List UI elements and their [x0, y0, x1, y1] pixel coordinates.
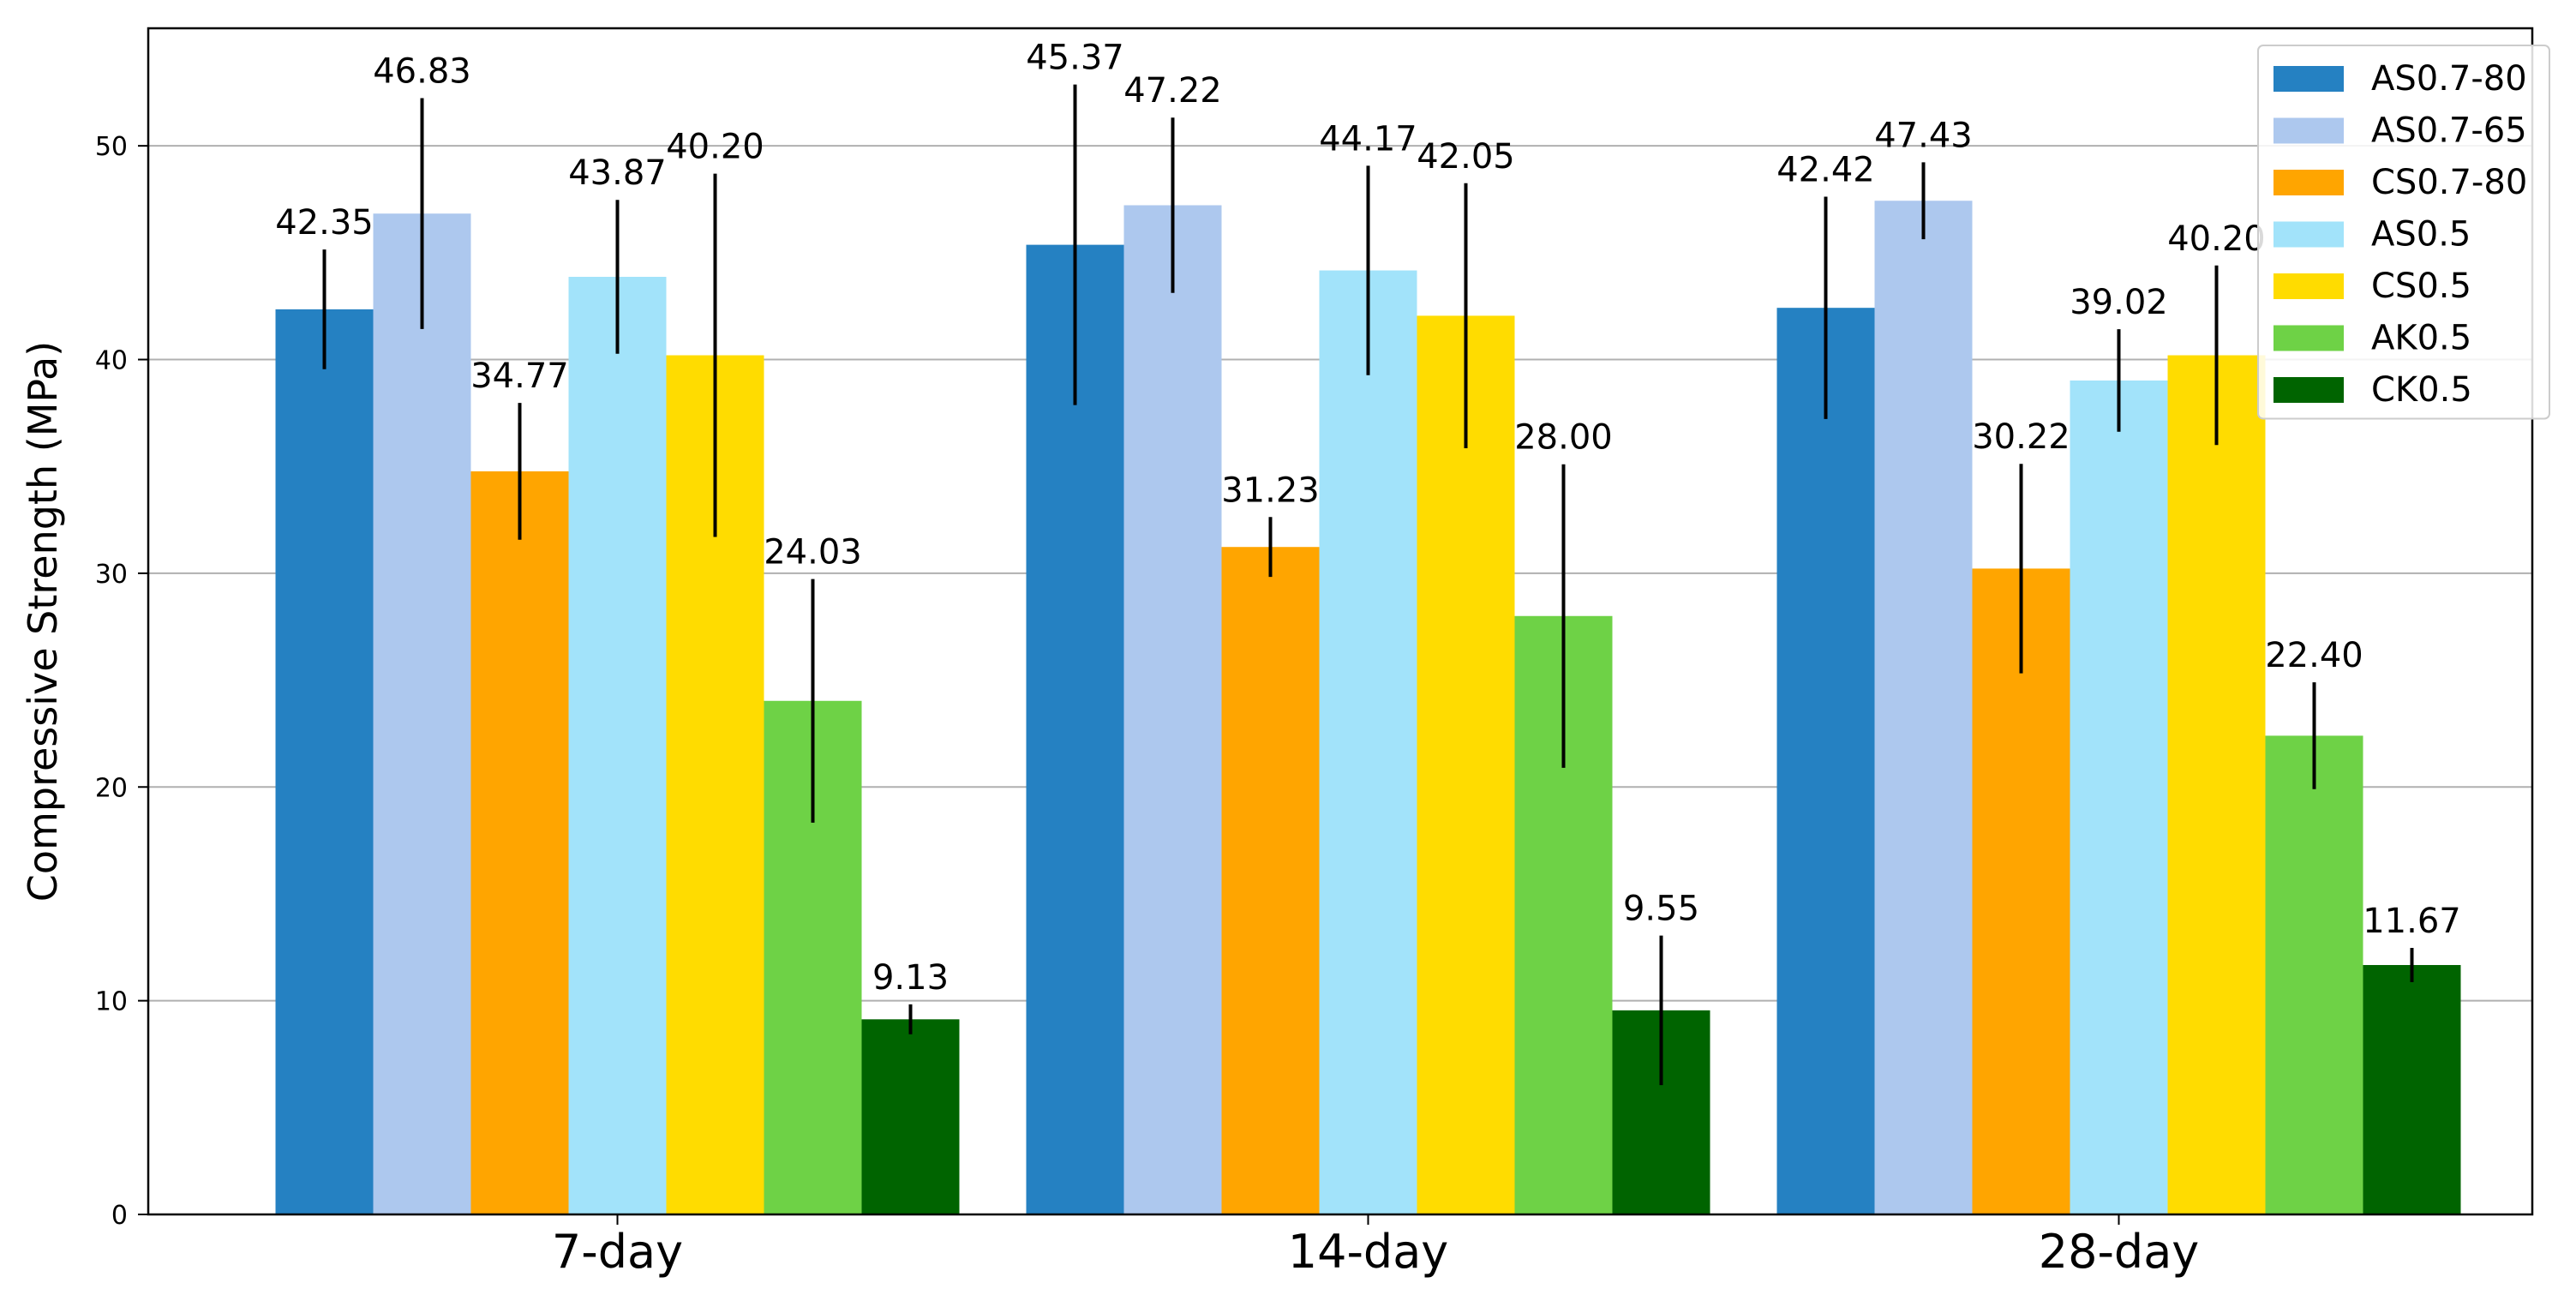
x-tick-label: 7-day	[552, 1225, 683, 1279]
bar-as0-7-65	[373, 213, 471, 1214]
data-label: 45.37	[1026, 39, 1124, 78]
data-label: 30.22	[1972, 417, 2070, 457]
bar-cs0-5	[2167, 355, 2266, 1214]
legend-swatch	[2273, 66, 2344, 92]
bar-as0-5	[568, 277, 667, 1214]
bar-as0-7-80	[1776, 308, 1875, 1214]
data-label: 43.87	[568, 153, 667, 193]
data-label: 47.43	[1874, 116, 1973, 155]
error-bars	[322, 84, 2414, 1086]
bar-as0-5	[1319, 270, 1417, 1214]
legend-entry: CS0.7-80	[2371, 163, 2527, 202]
legend-entry: AS0.7-80	[2371, 59, 2527, 99]
bar-cs0-7-80	[470, 471, 569, 1214]
legend-entry: CK0.5	[2371, 370, 2472, 410]
y-tick-label: 20	[95, 773, 128, 803]
legend-swatch	[2273, 221, 2344, 248]
bar-ak0-5	[2265, 735, 2363, 1214]
data-label: 24.03	[764, 533, 862, 573]
data-label: 34.77	[470, 357, 569, 396]
bar-cs0-5	[1417, 315, 1515, 1214]
data-label: 28.00	[1514, 418, 1613, 458]
plot-frame	[147, 27, 2534, 1216]
bar-as0-7-65	[1123, 205, 1222, 1215]
bar-as0-7-80	[275, 309, 374, 1215]
data-label: 9.55	[1623, 890, 1699, 929]
data-labels: 42.3546.8334.7743.8740.2024.039.1345.374…	[275, 39, 2461, 998]
data-label: 44.17	[1319, 119, 1417, 159]
data-label: 11.67	[2363, 902, 2461, 941]
bar-cs0-7-80	[1221, 547, 1320, 1214]
data-label: 22.40	[2265, 636, 2363, 675]
y-tick-label: 10	[95, 987, 128, 1017]
legend-swatch	[2273, 325, 2344, 351]
legend-swatch	[2273, 273, 2344, 299]
legend-swatch	[2273, 170, 2344, 195]
legend-entry: CS0.5	[2371, 267, 2471, 306]
legend-entry: AS0.5	[2371, 215, 2471, 255]
data-label: 31.23	[1221, 471, 1320, 510]
axes: 0 10 20 30 40 50 7-day 14-day 28-day	[95, 132, 2199, 1279]
bar-ck0-5	[861, 1019, 960, 1214]
data-label: 46.83	[373, 52, 471, 92]
legend-entry: AS0.7-65	[2371, 111, 2527, 151]
y-axis-label: Compressive Strength (MPa)	[20, 341, 66, 902]
data-label: 40.20	[2167, 219, 2266, 259]
bar-cs0-7-80	[1972, 568, 2070, 1214]
y-tick-label: 40	[95, 346, 128, 376]
x-tick-label: 28-day	[2039, 1225, 2200, 1279]
data-label: 40.20	[666, 128, 764, 167]
data-label: 47.22	[1123, 71, 1222, 111]
legend: AS0.7-80 AS0.7-65 CS0.7-80 AS0.5 CS0.5 AK0.5 C…	[2257, 45, 2550, 420]
bar-as0-7-65	[1874, 201, 1973, 1214]
legend-swatch	[2273, 377, 2344, 403]
data-label: 42.05	[1417, 137, 1515, 177]
bar-as0-5	[2070, 380, 2168, 1215]
data-label: 9.13	[872, 958, 949, 998]
y-tick-label: 0	[111, 1201, 128, 1231]
y-tick-label: 30	[95, 560, 128, 590]
data-label: 39.02	[2070, 283, 2168, 322]
bars	[275, 201, 2461, 1215]
legend-entry: AK0.5	[2371, 319, 2471, 358]
x-tick-label: 14-day	[1288, 1225, 1449, 1279]
data-label: 42.35	[275, 203, 374, 243]
bar-as0-7-80	[1026, 244, 1124, 1214]
legend-swatch	[2273, 117, 2344, 144]
y-tick-label: 50	[95, 132, 128, 162]
bar-ck0-5	[2363, 964, 2461, 1214]
data-label: 42.42	[1776, 151, 1875, 190]
